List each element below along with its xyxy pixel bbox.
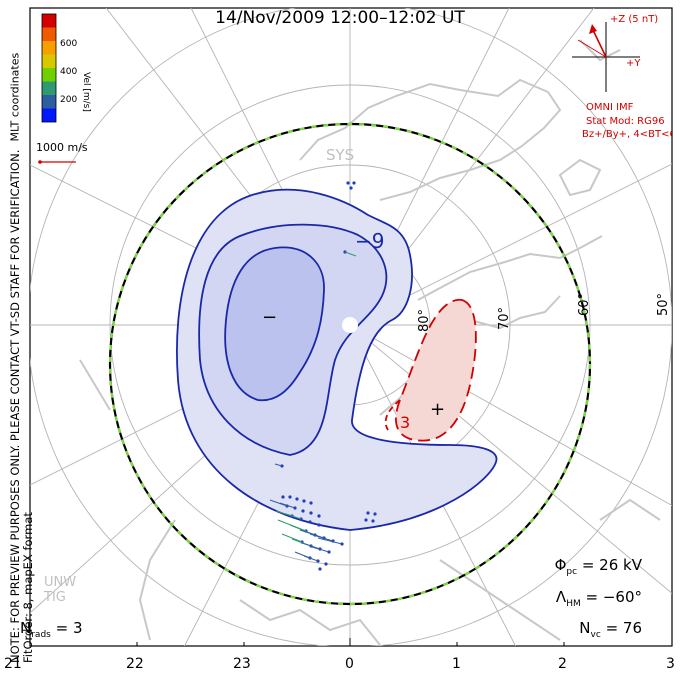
colorbar-swatch — [42, 81, 56, 95]
negative-contour-label: −9 — [355, 229, 384, 253]
lat-label-50: 50° — [656, 293, 671, 316]
vector-scale-label: 1000 m/s — [36, 141, 88, 154]
colorbar-swatch — [42, 68, 56, 82]
mlt-tick-3: 3 — [666, 656, 675, 672]
positive-contour-label: 3 — [400, 413, 410, 432]
potential-max-marker: + — [430, 399, 445, 420]
velocity-colorbar — [41, 13, 57, 123]
colorbar-swatch — [42, 54, 56, 68]
pole-marker — [342, 317, 358, 333]
station-label-unw: UNW — [44, 575, 76, 590]
stat-n-vc: Nvc = 76 — [579, 619, 642, 640]
imf-stat-model: Stat Mod: RG96 — [586, 116, 665, 127]
stat-n-rads: Nrads = 3 — [20, 619, 83, 640]
mlt-tick-2: 2 — [558, 656, 567, 672]
hm-boundary-dash — [108, 122, 592, 606]
imf-bz-label: +Z (5 nT) — [610, 14, 658, 25]
mlt-tick-22: 22 — [126, 656, 144, 672]
coastlines — [79, 39, 661, 646]
station-label-sys: SYS — [326, 146, 354, 164]
mlt-tick-0: 0 — [345, 656, 354, 672]
negative-cell-inner — [224, 246, 325, 402]
colorbar-swatch — [42, 41, 56, 55]
mlt-tick-21: 21 — [4, 656, 22, 672]
colorbar-tick-200: 200 — [60, 95, 77, 105]
potential-min-marker: − — [262, 307, 277, 328]
preview-note-line2: FitOrder: 8, mapEX format — [21, 512, 35, 663]
velocity-vectors — [269, 181, 377, 571]
imf-clock: +Z (5 nT) +Y OMNI IMF Stat Mod: RG96 Bz+… — [572, 14, 676, 140]
lat-label-60: 60° — [577, 293, 592, 316]
mlt-tick-1: 1 — [452, 656, 461, 672]
mlt-coordinates-label: MLT coordinates — [8, 52, 22, 142]
positive-cell — [395, 298, 477, 442]
imf-by-label: +Y — [626, 58, 641, 69]
stat-phi-pc: Φpc = 26 kV — [554, 556, 642, 577]
colorbar-unit-label: Vel [m/s] — [81, 72, 91, 112]
mlt-tick-23: 23 — [233, 656, 251, 672]
lat-label-80: 80° — [417, 309, 432, 332]
imf-condition: Bz+/By+, 4<BT<6 — [582, 129, 676, 140]
colorbar-swatch — [42, 108, 56, 122]
colorbar-swatch — [42, 14, 56, 28]
colorbar-tick-600: 600 — [60, 39, 77, 49]
colorbar-swatch — [42, 95, 56, 109]
vector-scale-dot — [38, 160, 42, 164]
lat-label-70: 70° — [497, 307, 512, 330]
positive-cell-tail — [384, 399, 401, 431]
colorbar-border — [41, 13, 57, 123]
station-label-tig: TIG — [43, 590, 66, 605]
colorbar-swatch — [42, 27, 56, 41]
colorbar-tick-400: 400 — [60, 67, 77, 77]
map-title: 14/Nov/2009 12:00–12:02 UT — [215, 8, 465, 28]
mlt-axis-ticks — [29, 638, 673, 646]
stat-lambda-hm: ΛHM = −60° — [555, 588, 642, 609]
imf-source: OMNI IMF — [586, 102, 634, 113]
